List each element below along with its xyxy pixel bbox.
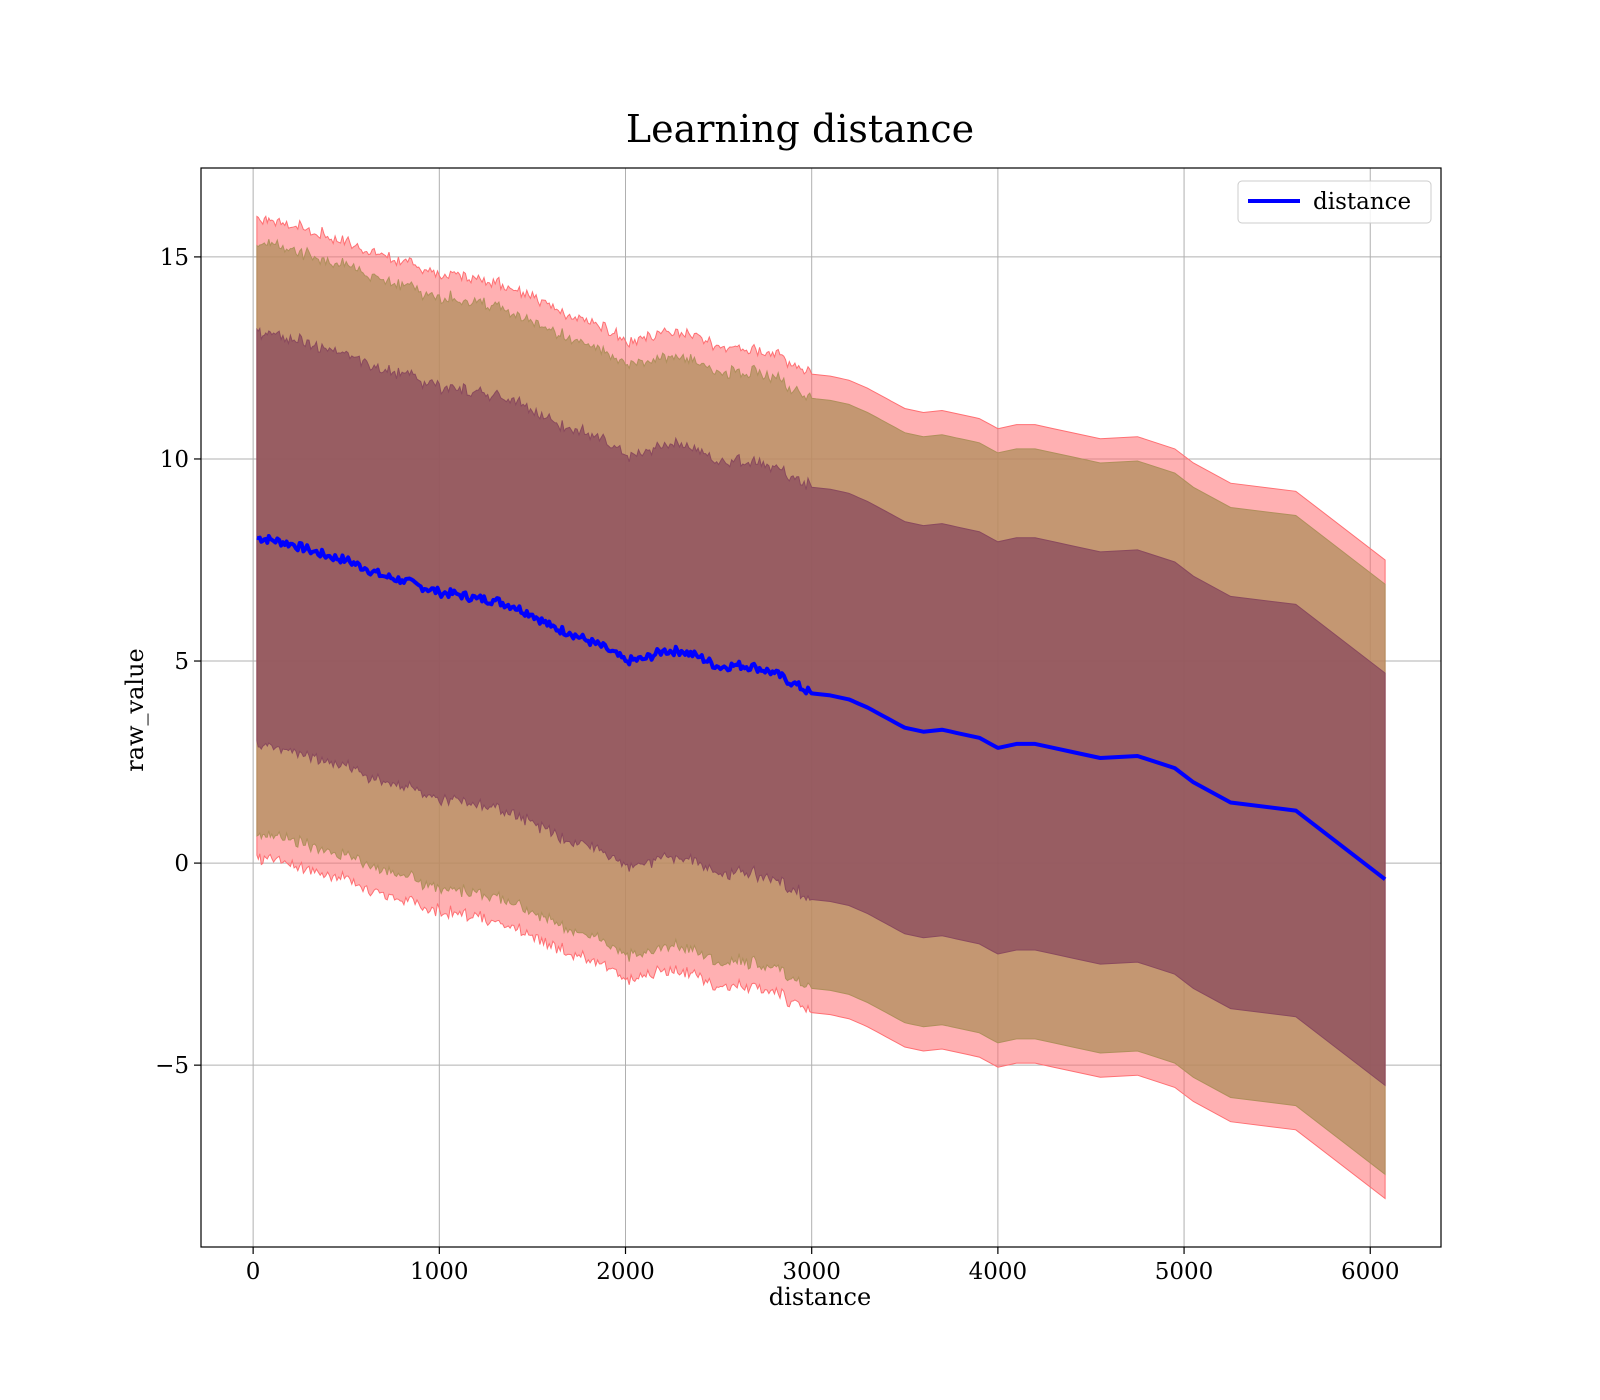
series-line-distance (256, 534, 1387, 881)
x-tick-label-2: 2000 (596, 1259, 655, 1285)
y-tick-label-4: 15 (160, 245, 189, 271)
x-tick-label-6: 6000 (1341, 1259, 1400, 1285)
y-axis-label: raw_value (121, 648, 149, 772)
inner-confidence-band (256, 326, 1386, 1087)
legend: distance (1237, 180, 1432, 224)
x-tick-label-4: 4000 (969, 1259, 1028, 1285)
y-tick-label-2: 5 (174, 649, 189, 675)
plot-area: 0 1000 2000 3000 4000 5000 6000 −5 0 5 10 15 distanc… (155, 167, 1442, 1285)
legend-label-distance: distance (1313, 189, 1411, 215)
x-tick-label-0: 0 (246, 1259, 261, 1285)
x-axis-label: distance (769, 1283, 871, 1311)
y-tick-label-1: 0 (174, 851, 189, 877)
x-tick-label-3: 3000 (782, 1259, 841, 1285)
x-tick-label-1: 1000 (410, 1259, 469, 1285)
y-tick-label-3: 10 (160, 447, 189, 473)
chart-title: Learning distance (626, 107, 974, 151)
y-tick-label-0: −5 (155, 1053, 189, 1079)
legend-box (1237, 180, 1432, 224)
x-tick-label-5: 5000 (1155, 1259, 1214, 1285)
plot-frame (200, 167, 1442, 1248)
